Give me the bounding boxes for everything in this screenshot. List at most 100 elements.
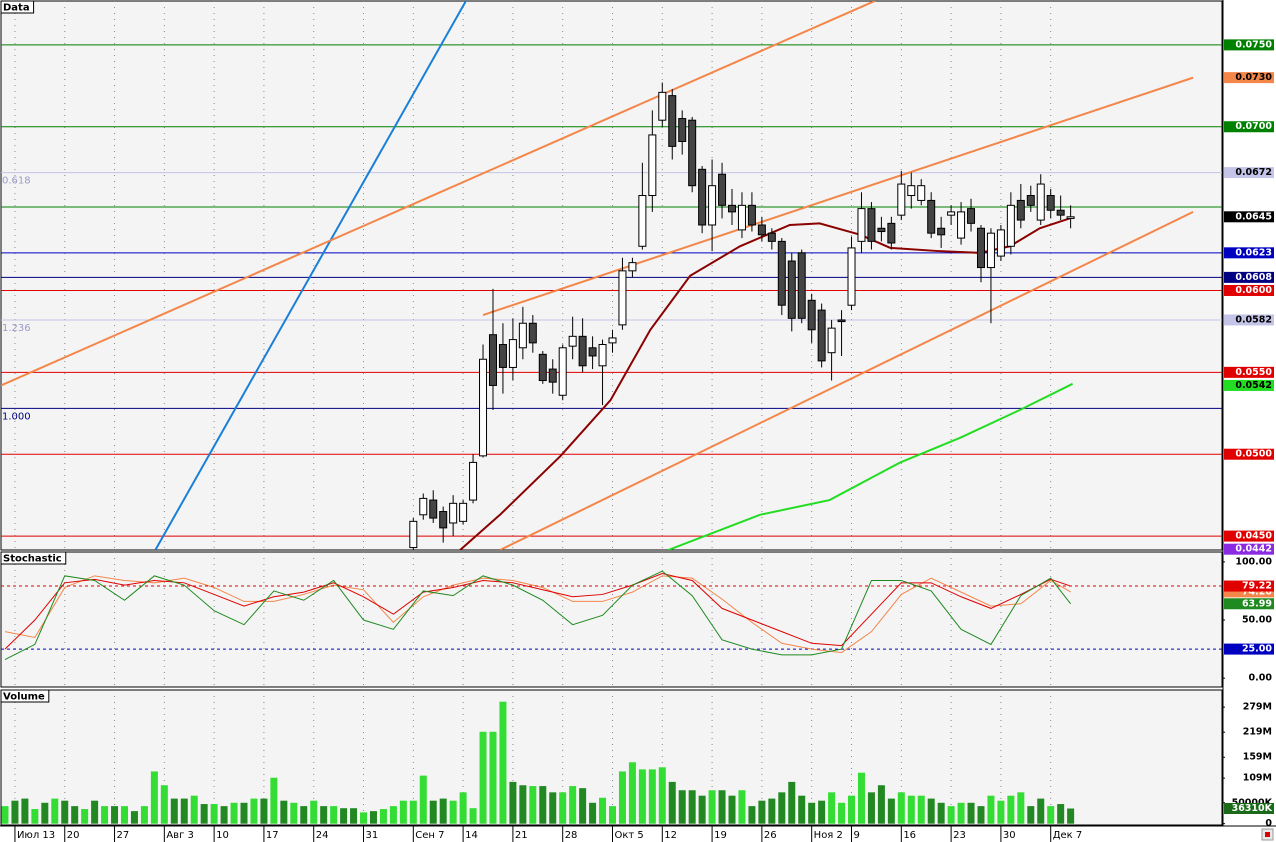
volume-bar — [310, 800, 318, 824]
volume-bar — [618, 771, 626, 824]
x-tick-label: 23 — [953, 830, 966, 841]
volume-bar — [479, 731, 487, 824]
volume-bar — [250, 798, 258, 824]
volume-bar — [828, 792, 836, 824]
candle-body — [558, 347, 567, 396]
candle-body — [937, 227, 946, 236]
pane — [0, 0, 1223, 551]
volume-bar — [160, 785, 168, 824]
volume-bar — [758, 800, 766, 824]
price-box-label: 0.0672 — [1235, 167, 1272, 178]
volume-bar — [549, 792, 557, 824]
pane-title-box — [0, 689, 50, 703]
candle-body — [658, 91, 667, 121]
volume-bar — [170, 798, 178, 824]
price-box — [1224, 247, 1274, 259]
volume-bar — [1027, 806, 1035, 824]
volume-bar — [668, 781, 676, 824]
volume-bar — [907, 795, 915, 824]
volume-bar — [1037, 798, 1045, 824]
volume-bar — [917, 795, 925, 824]
x-tick-label: 30 — [1003, 830, 1016, 841]
candle-body — [518, 322, 527, 349]
pane-title: Volume — [3, 692, 45, 703]
volume-bar — [718, 790, 726, 824]
volume-bar — [190, 795, 198, 824]
candle-body — [508, 339, 517, 368]
volume-bar — [658, 767, 666, 824]
volume-bar — [499, 701, 507, 824]
candle-body — [419, 497, 428, 516]
candle-body — [867, 208, 876, 242]
pane-title: Data — [3, 3, 30, 14]
volume-bar — [608, 806, 616, 824]
volume-bar — [788, 781, 796, 824]
candle-body — [917, 185, 926, 201]
volume-bar — [937, 802, 945, 824]
y-tick-label: 219M — [1243, 727, 1272, 738]
value-box — [1224, 580, 1274, 592]
value-box — [1224, 598, 1274, 610]
y-tick-label: 100.00 — [1235, 556, 1272, 567]
candle-body — [857, 208, 866, 242]
plot-area — [1, 552, 1222, 687]
x-tick-label: Сен 7 — [415, 830, 444, 841]
volume-bar — [111, 806, 119, 824]
volume-bar — [230, 802, 238, 824]
volume-bar — [638, 769, 646, 824]
volume-bar — [300, 806, 308, 824]
candle-body — [548, 368, 557, 383]
volume-bar — [1067, 808, 1075, 824]
volume-bar — [379, 809, 387, 824]
candle-body — [1016, 199, 1025, 221]
price-box — [1224, 121, 1274, 133]
candle-body — [807, 299, 816, 331]
x-tick-label: 24 — [316, 830, 329, 841]
price-box-label: 0.0730 — [1235, 72, 1272, 83]
price-box-label: 0.0582 — [1235, 314, 1272, 325]
volume-bar — [559, 792, 567, 824]
stochastic-line — [4, 575, 1071, 654]
price-box-label: 0.0600 — [1235, 285, 1272, 296]
volume-bar — [280, 800, 288, 824]
price-box — [1224, 72, 1274, 84]
candle-body — [698, 168, 707, 226]
x-tick-label: Окт 5 — [614, 830, 643, 841]
candle-body — [409, 520, 418, 549]
volume-bar — [429, 800, 437, 824]
volume-bar — [270, 777, 278, 824]
volume-bar — [1047, 806, 1055, 824]
volume-bar — [977, 806, 985, 824]
x-tick-label: 16 — [903, 830, 916, 841]
candle-body — [578, 335, 587, 367]
fib-label: 1.000 — [2, 411, 31, 422]
overlay-line — [154, 1, 467, 550]
volume-bar — [11, 800, 19, 824]
volume-bar — [887, 798, 895, 824]
volume-bar — [220, 806, 228, 824]
candle-body — [588, 347, 597, 357]
candle-body — [608, 337, 617, 344]
candle-body — [728, 204, 737, 213]
price-box-label: 0.0623 — [1235, 247, 1272, 258]
price-box-label: 0.0608 — [1235, 272, 1272, 283]
volume-bar — [519, 785, 527, 824]
candle-body — [429, 499, 438, 519]
candle-body — [897, 183, 906, 216]
candle-body — [1056, 209, 1065, 216]
candle-body — [479, 358, 488, 457]
price-box-label: 0.0500 — [1235, 449, 1272, 460]
pane-title-box — [0, 0, 35, 14]
volume-bar — [569, 786, 577, 824]
candle-body — [498, 344, 507, 368]
candle-body — [488, 334, 497, 386]
volume-bar — [877, 785, 885, 824]
volume-bar — [957, 802, 965, 824]
candle-body — [1026, 195, 1035, 206]
plot-area — [1, 690, 1075, 825]
volume-bar — [21, 798, 29, 824]
overlay-line — [667, 382, 1074, 550]
volume-bar — [867, 792, 875, 824]
volume-bar — [698, 795, 706, 824]
price-box — [1224, 448, 1274, 460]
